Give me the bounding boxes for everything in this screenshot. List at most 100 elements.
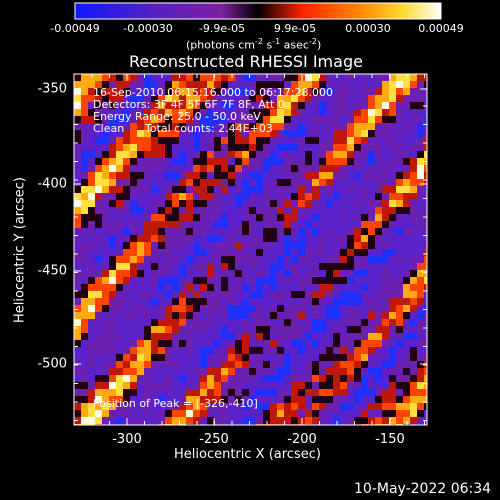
image-pixel: [305, 151, 313, 159]
image-pixel: [151, 81, 159, 89]
image-pixel: [382, 130, 390, 138]
image-pixel: [123, 81, 131, 89]
image-pixel: [263, 396, 271, 404]
image-pixel: [102, 179, 110, 187]
image-pixel: [256, 389, 264, 397]
image-pixel: [207, 396, 215, 404]
image-pixel: [263, 221, 271, 229]
image-pixel: [221, 403, 229, 411]
image-pixel: [207, 284, 215, 292]
image-pixel: [200, 291, 208, 299]
image-pixel: [403, 95, 411, 103]
image-pixel: [277, 221, 285, 229]
image-pixel: [249, 102, 257, 110]
image-pixel: [340, 221, 348, 229]
image-pixel: [256, 242, 264, 250]
image-pixel: [158, 389, 166, 397]
image-pixel: [326, 410, 334, 418]
image-pixel: [396, 193, 404, 201]
image-pixel: [333, 256, 341, 264]
image-pixel: [263, 256, 271, 264]
image-pixel: [368, 144, 376, 152]
image-pixel: [172, 242, 180, 250]
image-pixel: [277, 298, 285, 306]
image-pixel: [151, 263, 159, 271]
image-pixel: [326, 186, 334, 194]
image-pixel: [326, 326, 334, 334]
image-pixel: [375, 410, 383, 418]
image-pixel: [347, 144, 355, 152]
image-pixel: [242, 109, 250, 117]
image-pixel: [102, 319, 110, 327]
image-pixel: [277, 193, 285, 201]
image-pixel: [130, 417, 138, 425]
image-pixel: [284, 165, 292, 173]
image-pixel: [235, 396, 243, 404]
image-pixel: [130, 74, 138, 82]
image-pixel: [375, 186, 383, 194]
image-pixel: [256, 326, 264, 334]
image-pixel: [298, 249, 306, 257]
image-pixel: [137, 193, 145, 201]
image-pixel: [368, 249, 376, 257]
image-pixel: [249, 312, 257, 320]
x-tick-label: -150: [375, 432, 405, 447]
image-pixel: [291, 235, 299, 243]
image-pixel: [186, 396, 194, 404]
image-pixel: [319, 291, 327, 299]
image-pixel: [137, 375, 145, 383]
image-pixel: [284, 151, 292, 159]
image-pixel: [417, 228, 425, 236]
image-pixel: [417, 137, 425, 145]
image-pixel: [319, 88, 327, 96]
image-pixel: [172, 396, 180, 404]
image-pixel: [347, 193, 355, 201]
image-pixel: [305, 263, 313, 271]
image-pixel: [375, 214, 383, 222]
image-pixel: [340, 410, 348, 418]
image-pixel: [326, 123, 334, 131]
image-pixel: [165, 235, 173, 243]
image-pixel: [186, 354, 194, 362]
image-pixel: [116, 144, 124, 152]
image-pixel: [158, 95, 166, 103]
image-pixel: [144, 186, 152, 194]
image-pixel: [172, 116, 180, 124]
image-pixel: [165, 403, 173, 411]
image-pixel: [333, 340, 341, 348]
image-pixel: [333, 123, 341, 131]
image-pixel: [214, 74, 222, 82]
image-pixel: [368, 151, 376, 159]
image-pixel: [144, 298, 152, 306]
image-pixel: [424, 256, 427, 264]
image-pixel: [193, 137, 201, 145]
image-pixel: [200, 137, 208, 145]
image-pixel: [228, 130, 236, 138]
image-pixel: [319, 270, 327, 278]
image-pixel: [382, 179, 390, 187]
image-pixel: [291, 193, 299, 201]
image-pixel: [319, 326, 327, 334]
image-pixel: [116, 319, 124, 327]
image-pixel: [361, 305, 369, 313]
image-pixel: [410, 284, 418, 292]
image-pixel: [298, 193, 306, 201]
image-pixel: [277, 123, 285, 131]
image-pixel: [95, 347, 103, 355]
image-pixel: [102, 284, 110, 292]
image-pixel: [186, 249, 194, 257]
image-pixel: [137, 228, 145, 236]
image-pixel: [242, 116, 250, 124]
image-pixel: [123, 284, 131, 292]
x-tick-label: -250: [199, 432, 229, 447]
image-pixel: [144, 368, 152, 376]
image-pixel: [249, 263, 257, 271]
image-pixel: [340, 95, 348, 103]
image-pixel: [256, 158, 264, 166]
y-tick-label: -500: [37, 356, 67, 372]
image-pixel: [368, 137, 376, 145]
image-pixel: [284, 130, 292, 138]
image-pixel: [74, 235, 82, 243]
image-pixel: [298, 151, 306, 159]
image-pixel: [333, 326, 341, 334]
